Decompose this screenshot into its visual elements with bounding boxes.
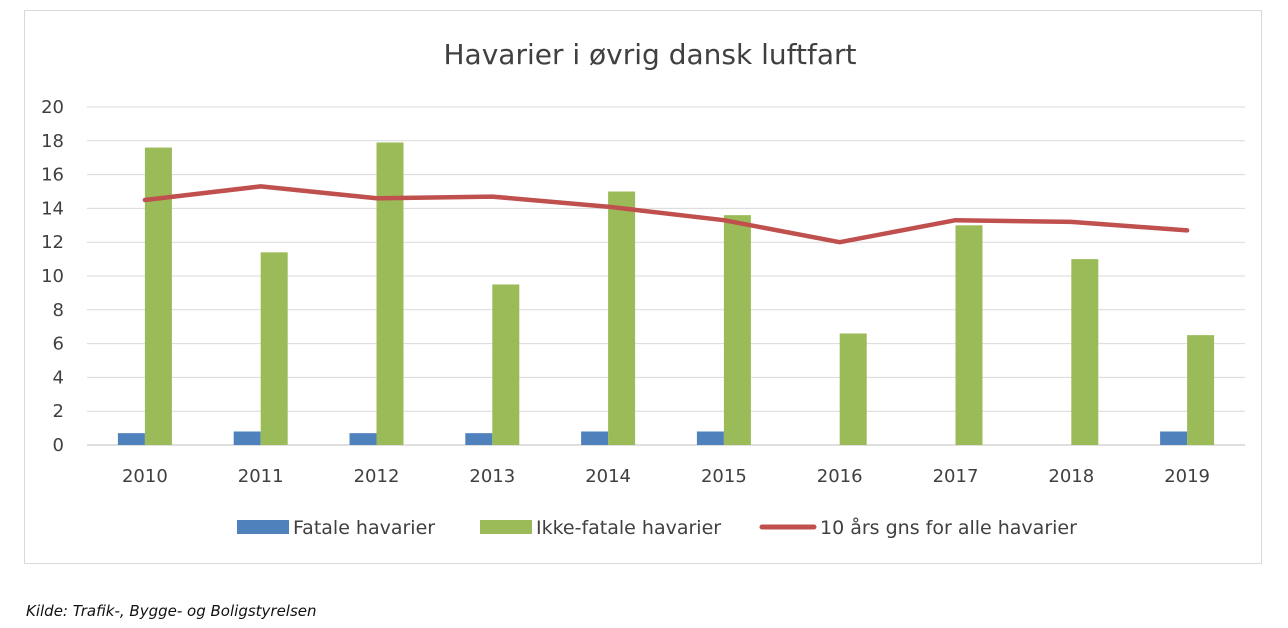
legend-swatch-fatal [237, 520, 289, 534]
fatal-bar [696, 431, 724, 445]
legend: Fatale havarier Ikke-fatale havarier 10 år… [237, 516, 1077, 539]
average-line [142, 184, 1190, 245]
nonfatal-bar [955, 225, 983, 445]
nonfatal-bar [723, 215, 751, 445]
nonfatal-bar [376, 142, 404, 446]
x-tick-label: 2012 [354, 466, 400, 487]
x-tick-label: 2010 [122, 466, 168, 487]
line-series [142, 184, 1190, 245]
legend-label: Fatale havarier [293, 517, 435, 539]
fatal-bar [465, 433, 493, 445]
x-tick-label: 2017 [933, 466, 979, 487]
source-note: Kilde: Trafik-, Bygge- og Boligstyrelsen [26, 602, 317, 620]
bars [117, 142, 1215, 446]
nonfatal-bar [260, 252, 288, 445]
fatal-bar [233, 431, 261, 445]
fatal-bar [117, 433, 145, 445]
y-tick-label: 16 [41, 165, 64, 186]
x-tick-label: 2018 [1048, 466, 1094, 487]
y-tick-label: 18 [41, 131, 64, 152]
x-tick-label: 2015 [701, 466, 747, 487]
y-tick-label: 14 [41, 198, 64, 219]
x-tick-label: 2016 [817, 466, 863, 487]
x-tick-label: 2019 [1164, 466, 1210, 487]
y-tick-label: 12 [41, 232, 64, 253]
y-tick-label: 20 [41, 97, 64, 118]
nonfatal-bar [492, 284, 520, 445]
y-axis: 0 2 4 6 8 10 12 14 16 18 20 [41, 97, 64, 456]
x-tick-label: 2011 [238, 466, 284, 487]
x-tick-label: 2014 [585, 466, 631, 487]
legend-swatch-nonfatal [480, 520, 532, 534]
legend-label: Ikke-fatale havarier [536, 517, 721, 539]
x-axis: 2010 2011 2012 2013 2014 2015 2016 2017 2018 2019 [122, 466, 1210, 487]
fatal-bar [349, 433, 377, 445]
y-tick-label: 2 [53, 401, 64, 422]
nonfatal-bar [839, 333, 867, 445]
nonfatal-bar [1071, 259, 1099, 445]
fatal-bar [581, 431, 609, 445]
y-tick-label: 8 [53, 300, 64, 321]
nonfatal-bar [608, 191, 636, 445]
y-tick-label: 6 [53, 334, 64, 355]
nonfatal-bar [144, 147, 172, 445]
y-tick-label: 0 [53, 435, 64, 456]
legend-label: 10 års gns for alle havarier [820, 516, 1077, 539]
y-tick-label: 4 [53, 367, 64, 388]
y-tick-label: 10 [41, 266, 64, 287]
chart-title: Havarier i øvrig dansk luftfart [444, 38, 857, 71]
nonfatal-bar [1187, 335, 1215, 445]
chart-frame [24, 10, 1262, 564]
x-tick-label: 2013 [469, 466, 515, 487]
fatal-bar [1160, 431, 1188, 445]
